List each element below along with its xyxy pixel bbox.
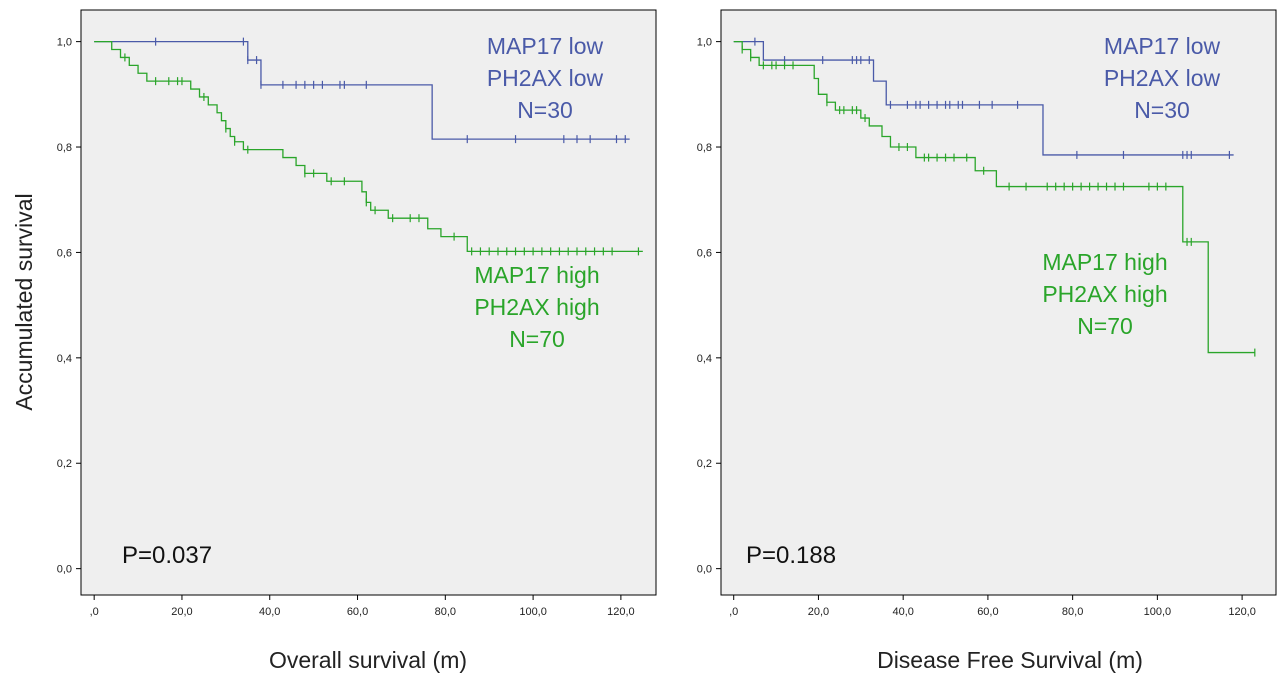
- series-label-line: MAP17 high: [1042, 249, 1167, 275]
- x-tick-label: ,0: [729, 606, 738, 618]
- y-tick-label: 0,6: [697, 247, 712, 259]
- survival-curves: [733, 37, 1256, 357]
- survival-step-line: [94, 40, 630, 140]
- x-axis-title: Disease Free Survival (m): [877, 647, 1143, 673]
- x-tick-label: 40,0: [892, 606, 913, 618]
- series-label-line: MAP17 high: [474, 262, 599, 288]
- x-tick-label: 60,0: [347, 606, 368, 618]
- survival-step-line: [733, 40, 1234, 156]
- y-tick-label: 0,2: [697, 458, 712, 470]
- series-label-line: MAP17 low: [487, 33, 604, 59]
- y-tick-label: 1,0: [697, 37, 712, 49]
- series-label-line: PH2AX high: [1042, 281, 1167, 307]
- y-tick-label: 0,4: [697, 353, 712, 365]
- x-axis-ticks: ,0 20,0 40,0 60,0 80,0 100,0 120,0: [729, 595, 1256, 618]
- plot-area: [720, 9, 1277, 596]
- chart-panel-disease-free: 0,0 0,2 0,4 0,6 0,8 1,0 ,0 20,0 40,0 60,0 80,0 100…: [697, 9, 1277, 673]
- y-axis-title: Accumulated survival: [11, 193, 37, 410]
- survival-curves: [94, 37, 643, 256]
- x-tick-label: 40,0: [259, 606, 280, 618]
- y-tick-label: 0,8: [57, 142, 72, 154]
- series-label-line: N=70: [509, 326, 565, 352]
- series-annotations: MAP17 low PH2AX low N=30 MAP17 high PH2AX hi…: [1042, 33, 1220, 339]
- y-tick-label: 0,6: [57, 247, 72, 259]
- series-label-line: PH2AX high: [474, 294, 599, 320]
- x-tick-label: 100,0: [1144, 606, 1172, 618]
- plot-area: [80, 9, 657, 596]
- y-tick-label: 0,2: [57, 458, 72, 470]
- series-label-line: PH2AX low: [1104, 65, 1221, 91]
- y-tick-label: 0,4: [57, 353, 72, 365]
- series-annotations: MAP17 low PH2AX low N=30 MAP17 high PH2AX hi…: [474, 33, 603, 352]
- x-tick-label: 80,0: [435, 606, 456, 618]
- chart-panel-overall: 0,0 0,2 0,4 0,6 0,8 1,0 ,0 20,0 40,0 60,0 80,0 100…: [11, 9, 657, 673]
- x-tick-label: 120,0: [1228, 606, 1256, 618]
- series-label-line: MAP17 low: [1104, 33, 1221, 59]
- survival-series: [94, 37, 630, 144]
- p-value-text: P=0.188: [746, 542, 836, 569]
- x-tick-label: 20,0: [808, 606, 829, 618]
- x-tick-label: 100,0: [519, 606, 547, 618]
- y-tick-label: 0,8: [697, 142, 712, 154]
- y-axis-ticks: 0,0 0,2 0,4 0,6 0,8 1,0: [57, 37, 81, 576]
- series-label-line: N=70: [1077, 313, 1133, 339]
- y-axis-ticks: 0,0 0,2 0,4 0,6 0,8 1,0: [697, 37, 721, 576]
- x-tick-label: 120,0: [607, 606, 635, 618]
- survival-series: [733, 37, 1234, 159]
- x-tick-label: 60,0: [977, 606, 998, 618]
- x-axis-ticks: ,0 20,0 40,0 60,0 80,0 100,0 120,0: [90, 595, 635, 618]
- series-label-line: PH2AX low: [487, 65, 604, 91]
- survival-series: [94, 40, 643, 256]
- series-label-line: N=30: [1134, 97, 1190, 123]
- survival-series: [733, 40, 1256, 357]
- p-value-text: P=0.037: [122, 542, 212, 569]
- x-tick-label: 80,0: [1062, 606, 1083, 618]
- x-axis-title: Overall survival (m): [269, 647, 467, 673]
- x-tick-label: ,0: [90, 606, 99, 618]
- series-label-line: N=30: [517, 97, 573, 123]
- y-tick-label: 0,0: [697, 564, 712, 576]
- y-tick-label: 1,0: [57, 37, 72, 49]
- x-tick-label: 20,0: [171, 606, 192, 618]
- y-tick-label: 0,0: [57, 564, 72, 576]
